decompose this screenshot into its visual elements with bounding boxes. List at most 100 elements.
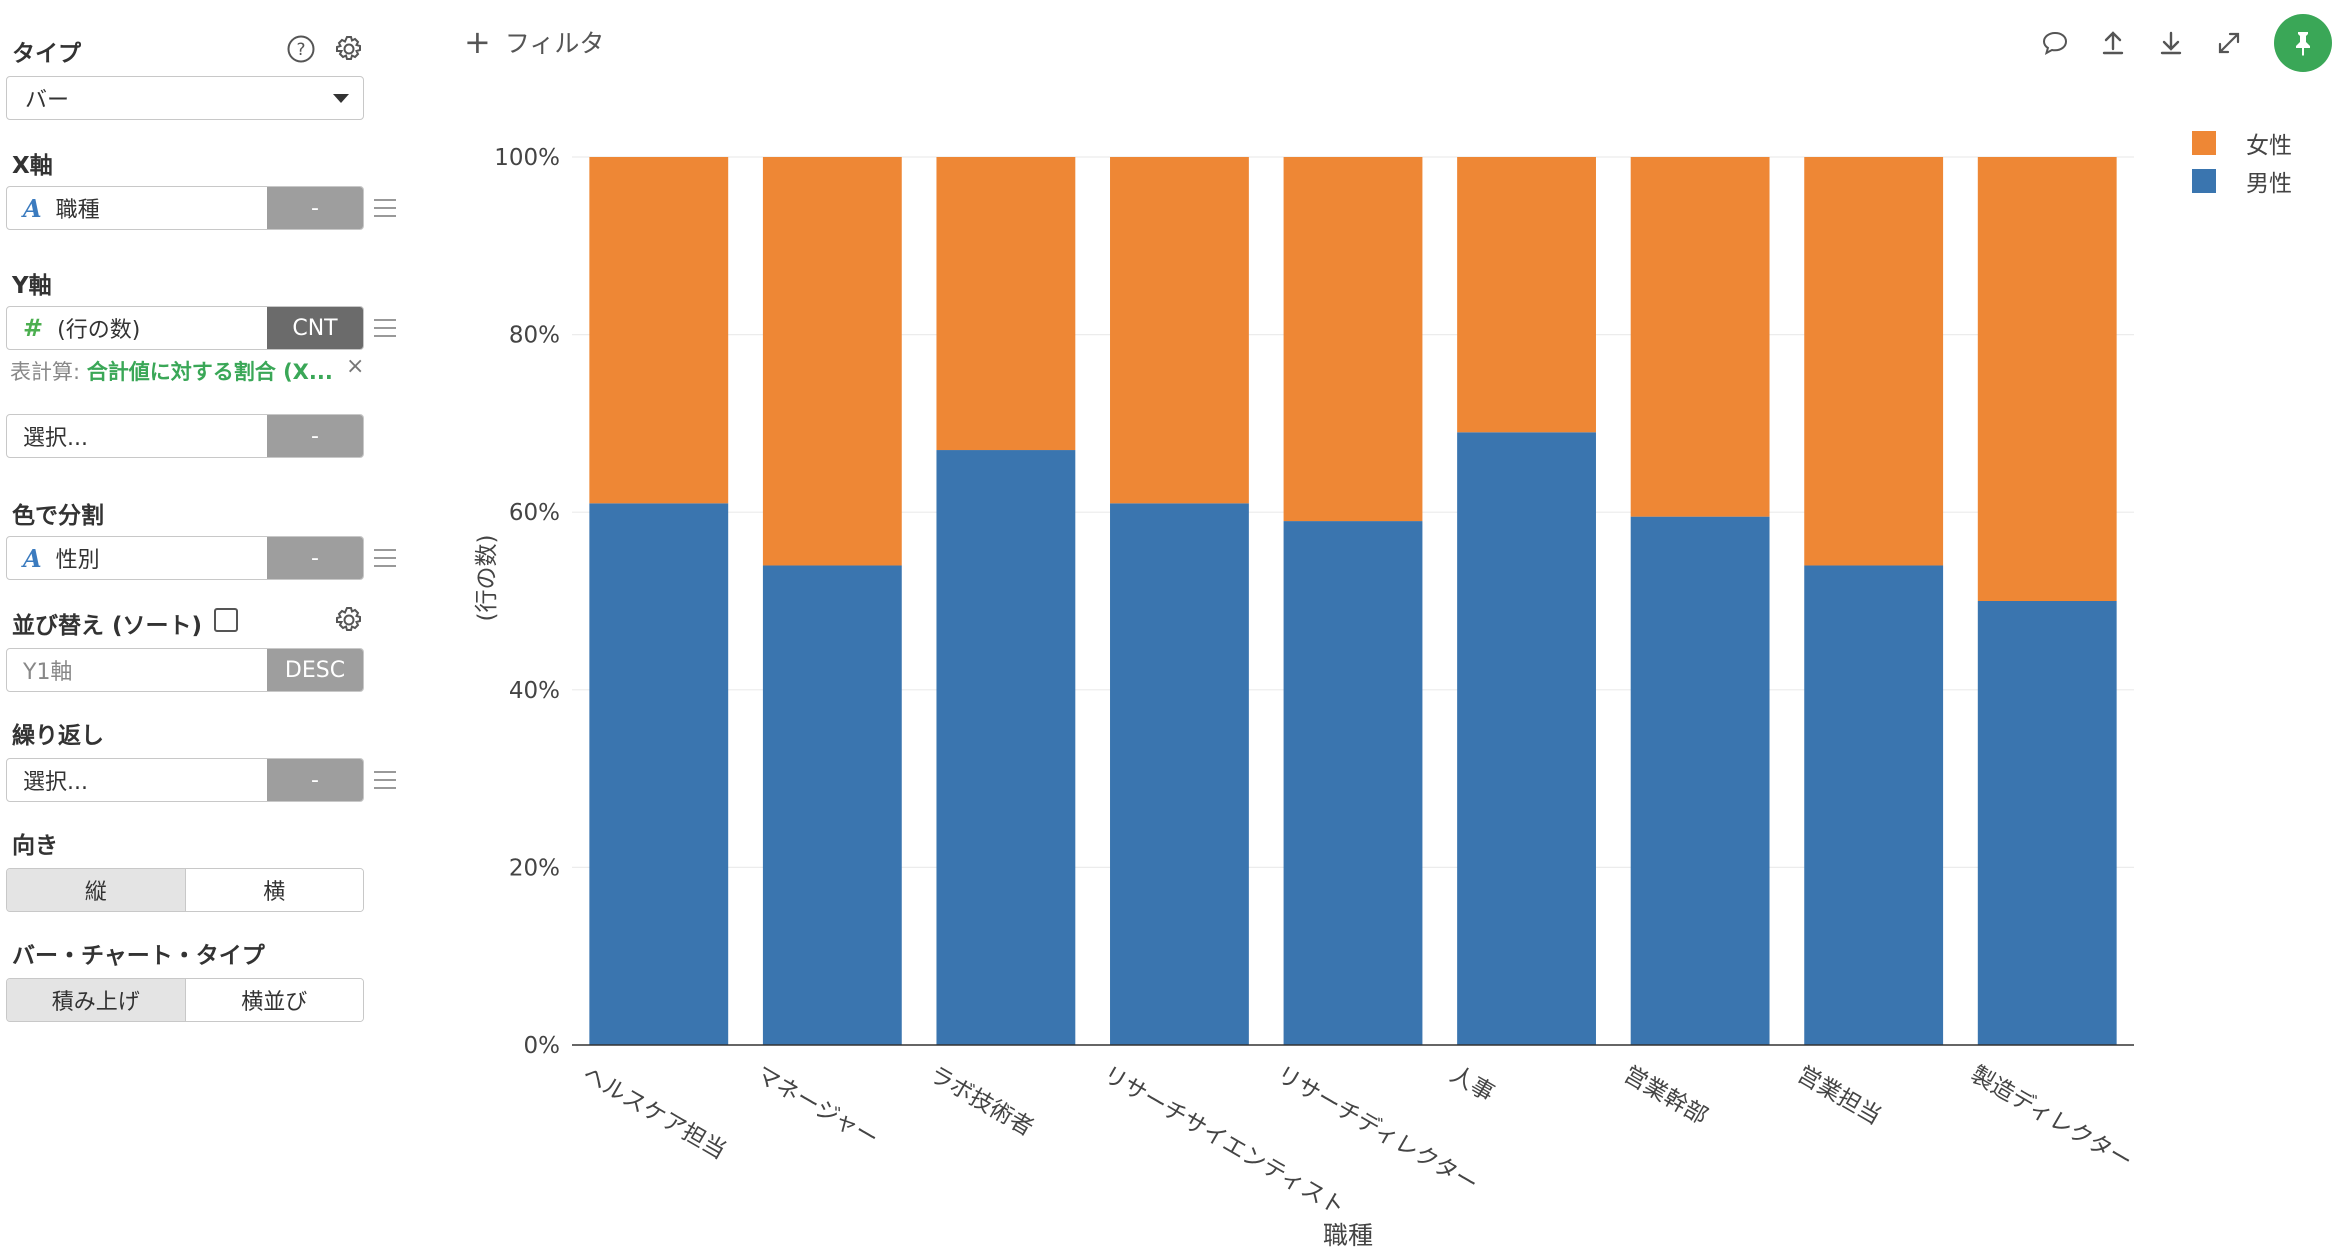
- bar-segment-male[interactable]: [1457, 432, 1596, 1045]
- repeat-field[interactable]: 選択... -: [6, 758, 364, 802]
- chevron-down-icon: [333, 94, 349, 103]
- bar-chart-type-title: バー・チャート・タイプ: [12, 943, 265, 969]
- bar-segment-female[interactable]: [762, 157, 902, 566]
- color-split-menu-icon[interactable]: [374, 549, 396, 567]
- color-split-title: 色で分割: [12, 503, 104, 529]
- sort-field-label: Y1軸: [23, 660, 73, 685]
- x-tick-label: ラボ技術者: [925, 1062, 1038, 1142]
- x-tick-label: ヘルスケア担当: [578, 1062, 730, 1165]
- add-filter-button[interactable]: + フィルタ: [464, 24, 604, 60]
- bar-segment-female[interactable]: [1457, 157, 1596, 433]
- sort-field[interactable]: Y1軸 DESC: [6, 648, 364, 692]
- chart-type-select[interactable]: バー: [6, 76, 364, 120]
- expand-icon[interactable]: [2210, 24, 2248, 62]
- legend-label-female: 女性: [2246, 133, 2292, 159]
- orientation-toggle: 縦 横: [6, 868, 364, 912]
- y-tick-label: 100%: [494, 145, 560, 171]
- svg-text:?: ?: [296, 40, 305, 60]
- y-tick-label: 0%: [524, 1033, 561, 1059]
- text-type-icon: A: [23, 543, 42, 573]
- bar-segment-female[interactable]: [1804, 157, 1944, 566]
- legend-label-male: 男性: [2246, 171, 2292, 197]
- pin-button[interactable]: [2274, 14, 2332, 72]
- legend-item-male[interactable]: 男性: [2192, 164, 2292, 198]
- download-icon[interactable]: [2152, 24, 2190, 62]
- bar-segment-male[interactable]: [762, 565, 902, 1045]
- bars: [589, 157, 2117, 1045]
- sort-order-button[interactable]: DESC: [267, 649, 363, 691]
- text-type-icon: A: [23, 193, 42, 223]
- y-axis-title: (行の数): [474, 535, 500, 622]
- stacked-button[interactable]: 積み上げ: [7, 979, 185, 1021]
- bar-segment-male[interactable]: [1110, 503, 1249, 1045]
- side-by-side-button[interactable]: 横並び: [184, 979, 363, 1021]
- bar-segment-male[interactable]: [1804, 565, 1944, 1045]
- sort-checkbox[interactable]: [214, 608, 238, 632]
- orientation-title: 向き: [12, 833, 58, 859]
- repeat-agg-button[interactable]: -: [267, 759, 363, 801]
- bar-segment-male[interactable]: [1977, 601, 2117, 1045]
- x-axis-menu-icon[interactable]: [374, 199, 396, 217]
- y2-axis-field-label: 選択...: [23, 426, 88, 451]
- x-axis-agg-button[interactable]: -: [267, 187, 363, 229]
- repeat-menu-icon[interactable]: [374, 771, 396, 789]
- orientation-vertical-button[interactable]: 縦: [7, 869, 185, 911]
- bar-segment-male[interactable]: [936, 450, 1076, 1045]
- table-calc-label[interactable]: 表計算: 合計値に対する割合 (X...: [10, 356, 333, 386]
- y-tick-label: 60%: [509, 500, 560, 526]
- y2-axis-agg-button[interactable]: -: [267, 415, 363, 457]
- legend-item-female[interactable]: 女性: [2192, 126, 2292, 160]
- y-tick-label: 20%: [509, 855, 560, 881]
- y-axis-field[interactable]: # (行の数) CNT: [6, 306, 364, 350]
- bar-segment-male[interactable]: [1630, 516, 1770, 1045]
- x-tick-label: 営業担当: [1793, 1062, 1886, 1131]
- bar-segment-female[interactable]: [1977, 157, 2117, 601]
- color-split-agg-button[interactable]: -: [267, 537, 363, 579]
- y-tick-label: 40%: [509, 678, 560, 704]
- comment-icon[interactable]: [2036, 24, 2074, 62]
- orientation-horizontal-button[interactable]: 横: [184, 869, 363, 911]
- y-axis-title: Y軸: [12, 273, 52, 299]
- legend-swatch-female: [2192, 131, 2216, 155]
- repeat-title: 繰り返し: [12, 723, 104, 749]
- y-axis-agg-button[interactable]: CNT: [267, 307, 363, 349]
- y2-axis-field[interactable]: 選択... -: [6, 414, 364, 458]
- bar-segment-male[interactable]: [1283, 521, 1423, 1045]
- x-axis-field[interactable]: A 職種 -: [6, 186, 364, 230]
- bar-chart-type-toggle: 積み上げ 横並び: [6, 978, 364, 1022]
- table-calc-prefix: 表計算:: [10, 360, 81, 384]
- table-calc-value: 合計値に対する割合 (X...: [86, 360, 333, 384]
- bar-segment-female[interactable]: [1283, 157, 1423, 522]
- color-split-field-label: 性別: [55, 548, 100, 573]
- help-icon[interactable]: ?: [284, 32, 318, 66]
- bar-segment-female[interactable]: [936, 157, 1076, 451]
- y-axis-menu-icon[interactable]: [374, 319, 396, 337]
- settings-panel: タイプ ? バー X軸 A 職種 - Y軸 # (行の数) CNT 表計算: 合計値…: [0, 0, 396, 1260]
- bar-segment-female[interactable]: [589, 157, 729, 504]
- color-split-field[interactable]: A 性別 -: [6, 536, 364, 580]
- upload-icon[interactable]: [2094, 24, 2132, 62]
- y-axis-field-label: (行の数): [57, 318, 141, 343]
- filter-label: フィルタ: [504, 29, 605, 58]
- bar-segment-female[interactable]: [1110, 157, 1249, 504]
- plus-icon: +: [464, 23, 491, 61]
- gear-icon[interactable]: [332, 32, 366, 66]
- x-tick-label: 営業幹部: [1619, 1062, 1712, 1131]
- x-tick-label: マネージャー: [751, 1062, 882, 1153]
- sort-gear-icon[interactable]: [332, 603, 366, 637]
- bar-segment-male[interactable]: [589, 503, 729, 1045]
- x-tick-label: 人事: [1446, 1062, 1499, 1108]
- close-icon[interactable]: ×: [346, 354, 365, 379]
- legend-swatch-male: [2192, 169, 2216, 193]
- type-title: タイプ: [12, 41, 81, 67]
- pin-icon: [2296, 32, 2310, 56]
- number-type-icon: #: [23, 314, 44, 342]
- chart-type-value: バー: [25, 88, 70, 113]
- y-tick-label: 80%: [509, 323, 560, 349]
- sort-title: 並び替え (ソート): [12, 613, 203, 639]
- x-axis-field-label: 職種: [55, 198, 100, 223]
- bar-segment-female[interactable]: [1630, 157, 1770, 517]
- x-tick-label: 製造ディレクター: [1966, 1062, 2136, 1175]
- x-axis-title: X軸: [12, 153, 53, 179]
